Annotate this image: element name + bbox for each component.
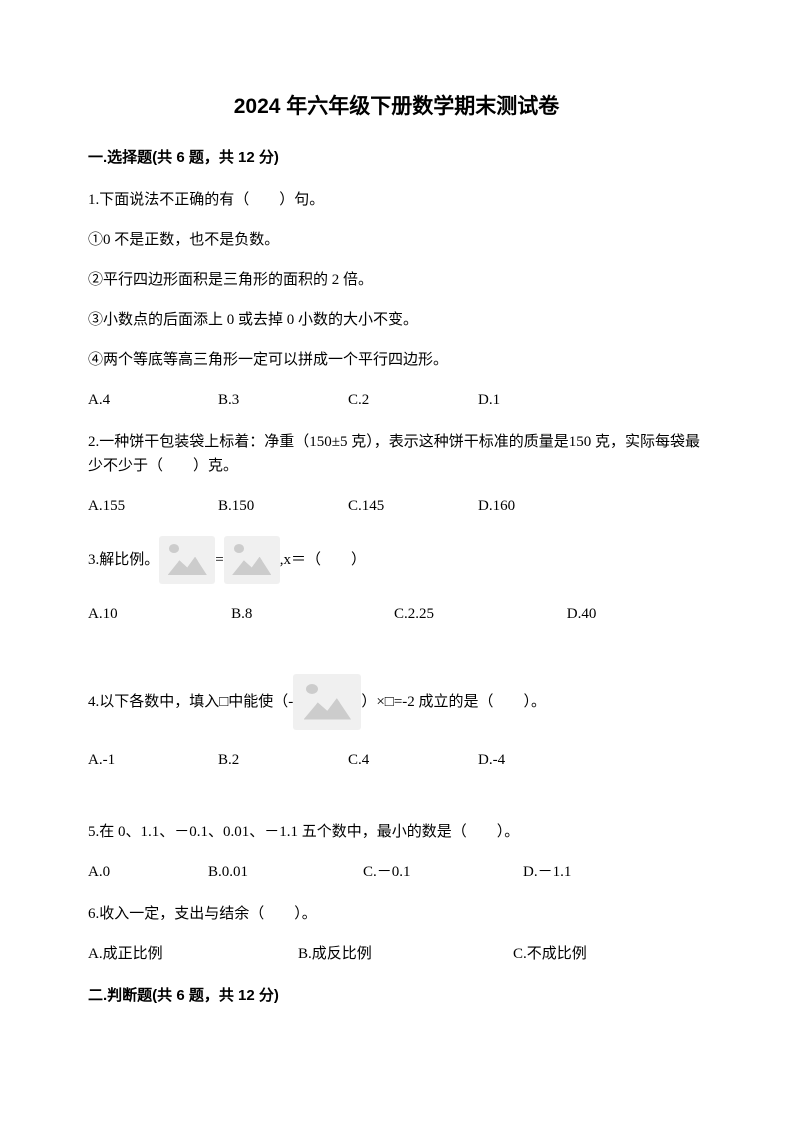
q4-option-b: B.2 — [218, 748, 348, 772]
q4-stem-pre: 4.以下各数中，填入□中能使（- — [88, 690, 293, 714]
fraction-image-icon — [293, 674, 361, 730]
q5-stem: 5.在 0、1.1、－0.1、0.01、－1.1 五个数中，最小的数是（ ）。 — [88, 820, 705, 844]
q2-option-d: D.160 — [478, 494, 608, 518]
fraction-image-icon — [159, 536, 215, 584]
q2-option-a: A.155 — [88, 494, 218, 518]
q3-stem-post: ,x＝（ ） — [280, 548, 366, 572]
question-5: 5.在 0、1.1、－0.1、0.01、－1.1 五个数中，最小的数是（ ）。 … — [88, 820, 705, 884]
q4-option-d: D.-4 — [478, 748, 608, 772]
q1-statement-2: ②平行四边形面积是三角形的面积的 2 倍。 — [88, 268, 705, 292]
q3-stem-pre: 3.解比例。 — [88, 548, 159, 572]
q2-option-c: C.145 — [348, 494, 478, 518]
q4-option-a: A.-1 — [88, 748, 218, 772]
q5-option-a: A.0 — [88, 860, 208, 884]
section-1-header: 一.选择题(共 6 题，共 12 分) — [88, 146, 705, 170]
q5-option-c: C.－0.1 — [363, 860, 523, 884]
q1-option-a: A.4 — [88, 388, 218, 412]
question-6: 6.收入一定，支出与结余（ ）。 A.成正比例 B.成反比例 C.不成比例 — [88, 902, 705, 966]
q3-options: A.10 B.8 C.2.25 D.40 — [88, 602, 705, 626]
question-2: 2.一种饼干包装袋上标着：净重（150±5 克），表示这种饼干标准的质量是150… — [88, 430, 705, 518]
q1-statement-4: ④两个等底等高三角形一定可以拼成一个平行四边形。 — [88, 348, 705, 372]
q2-options: A.155 B.150 C.145 D.160 — [88, 494, 705, 518]
q1-statement-3: ③小数点的后面添上 0 或去掉 0 小数的大小不变。 — [88, 308, 705, 332]
q2-option-b: B.150 — [218, 494, 348, 518]
q5-options: A.0 B.0.01 C.－0.1 D.－1.1 — [88, 860, 705, 884]
q1-option-d: D.1 — [478, 388, 608, 412]
q6-stem: 6.收入一定，支出与结余（ ）。 — [88, 902, 705, 926]
question-3: 3.解比例。 = ,x＝（ ） A.10 B.8 C.2.25 D.40 — [88, 536, 705, 626]
q5-option-b: B.0.01 — [208, 860, 363, 884]
q4-stem-post: ）×□=-2 成立的是（ ）。 — [361, 690, 546, 714]
q2-stem: 2.一种饼干包装袋上标着：净重（150±5 克），表示这种饼干标准的质量是150… — [88, 430, 705, 478]
q1-option-c: C.2 — [348, 388, 478, 412]
q3-option-b: B.8 — [231, 602, 394, 626]
q6-option-a: A.成正比例 — [88, 942, 298, 966]
q3-option-a: A.10 — [88, 602, 231, 626]
q3-stem-mid: = — [215, 548, 223, 572]
q3-option-c: C.2.25 — [394, 602, 567, 626]
q3-stem-row: 3.解比例。 = ,x＝（ ） — [88, 536, 705, 584]
q4-options: A.-1 B.2 C.4 D.-4 — [88, 748, 705, 772]
q6-option-b: B.成反比例 — [298, 942, 513, 966]
question-1: 1.下面说法不正确的有（ ）句。 ①0 不是正数，也不是负数。 ②平行四边形面积… — [88, 188, 705, 412]
q1-option-b: B.3 — [218, 388, 348, 412]
q4-stem-row: 4.以下各数中，填入□中能使（- ）×□=-2 成立的是（ ）。 — [88, 674, 705, 730]
q3-option-d: D.40 — [567, 602, 705, 626]
q6-option-c: C.不成比例 — [513, 942, 663, 966]
section-2-header: 二.判断题(共 6 题，共 12 分) — [88, 984, 705, 1008]
q1-options: A.4 B.3 C.2 D.1 — [88, 388, 705, 412]
q4-option-c: C.4 — [348, 748, 478, 772]
q6-options: A.成正比例 B.成反比例 C.不成比例 — [88, 942, 705, 966]
question-4: 4.以下各数中，填入□中能使（- ）×□=-2 成立的是（ ）。 A.-1 B.… — [88, 674, 705, 772]
q1-statement-1: ①0 不是正数，也不是负数。 — [88, 228, 705, 252]
q5-option-d: D.－1.1 — [523, 860, 643, 884]
fraction-image-icon — [224, 536, 280, 584]
page-title: 2024 年六年级下册数学期末测试卷 — [88, 90, 705, 124]
q1-stem: 1.下面说法不正确的有（ ）句。 — [88, 188, 705, 212]
